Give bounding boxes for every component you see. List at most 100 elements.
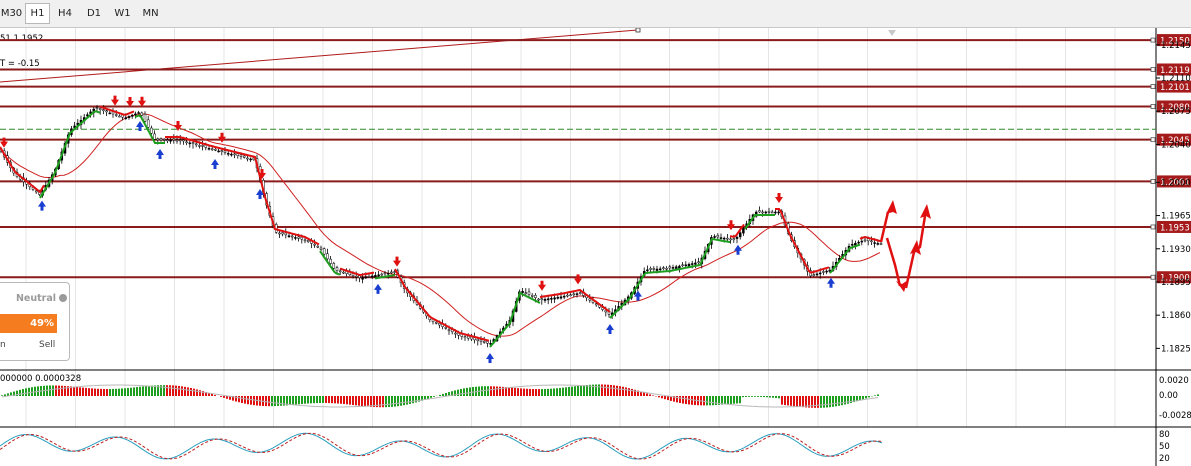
uptrend-segment: [39, 110, 101, 199]
histogram-bar: [1, 395, 3, 396]
histogram-bar: [109, 388, 111, 396]
histogram-bar: [874, 395, 876, 396]
buy-arrow-icon: [486, 353, 494, 363]
shift-marker-icon[interactable]: [888, 30, 896, 36]
histogram-bar: [514, 387, 516, 396]
trendline[interactable]: [0, 29, 639, 83]
chart-info-indicator: T = -0.15: [0, 59, 40, 69]
candle-body: [876, 243, 880, 245]
downtrend-segment: [99, 105, 135, 116]
histogram-bar: [802, 396, 804, 408]
candle-body: [732, 238, 736, 241]
histogram-bar: [76, 387, 78, 396]
timeframe-m30-button[interactable]: M30: [0, 8, 23, 19]
histogram-bar: [400, 396, 402, 406]
price-tick-label: 1.2000: [1161, 178, 1191, 188]
histogram-bar: [130, 387, 132, 396]
candle-body: [367, 276, 371, 278]
candle-body: [217, 150, 220, 153]
candle-body: [726, 237, 729, 240]
timeframe-d1-button[interactable]: D1: [86, 8, 102, 19]
histogram-bar: [724, 396, 726, 405]
histogram-bar: [814, 396, 816, 408]
timeframe-h4-button[interactable]: H4: [58, 8, 72, 19]
candle-body: [665, 267, 668, 270]
candle-body: [438, 323, 441, 326]
level-anchor: [1150, 137, 1156, 143]
histogram-bar: [208, 392, 210, 396]
price-chart[interactable]: 51 1.1952 T = -0.15 1.21501.21191.21011.…: [0, 28, 1191, 466]
downtrend-segment: [775, 208, 830, 274]
histogram-bar: [820, 396, 822, 408]
candle-body: [770, 211, 774, 214]
histogram-bar: [676, 396, 678, 403]
histogram-bar: [823, 396, 825, 408]
indicator2-tick: 80: [1159, 430, 1170, 440]
candle-body: [604, 310, 608, 313]
histogram-bar: [91, 388, 93, 396]
candle-body: [249, 158, 252, 161]
histogram-bar: [523, 388, 525, 396]
price-level-label: [1157, 220, 1191, 233]
candle-body: [86, 114, 89, 117]
level-anchor: [1150, 224, 1156, 230]
candle-body: [322, 248, 326, 255]
price-tick-label: 1.1825: [1161, 344, 1191, 354]
candle-body: [879, 243, 883, 245]
candle-body: [662, 267, 665, 269]
histogram-bar: [559, 387, 561, 396]
histogram-bar: [418, 396, 420, 402]
candle-body: [303, 239, 307, 242]
histogram-bar: [187, 387, 189, 396]
level-anchor: [1150, 37, 1156, 43]
histogram-bar: [817, 396, 819, 408]
downtrend-segment: [394, 268, 490, 342]
histogram-bar: [16, 390, 18, 396]
histogram-bar: [250, 396, 252, 405]
histogram-bar: [868, 396, 870, 398]
timeframe-mn-button[interactable]: MN: [142, 8, 159, 19]
histogram-bar: [244, 396, 246, 404]
histogram-bar: [238, 396, 240, 403]
level-anchor: [1150, 274, 1156, 280]
candle-body: [870, 240, 873, 243]
candle-body: [556, 297, 560, 299]
timeframe-w1-button[interactable]: W1: [114, 8, 131, 19]
histogram-bar: [163, 385, 165, 396]
histogram-bar: [859, 396, 861, 401]
histogram-bar: [301, 396, 303, 405]
histogram-bar: [70, 386, 72, 396]
histogram-bar: [577, 385, 579, 396]
histogram-bar: [553, 388, 555, 396]
histogram-bar: [388, 396, 390, 408]
price-tick-label: 1.2110: [1161, 74, 1191, 84]
candle-body: [722, 237, 726, 240]
histogram-bar: [226, 396, 228, 399]
price-level-label: [1157, 34, 1191, 47]
timeframe-h1-button[interactable]: H1: [25, 3, 50, 24]
histogram-bar: [178, 385, 180, 396]
histogram-bar: [838, 396, 840, 406]
candle-body: [521, 291, 524, 293]
buy-arrow-icon: [38, 200, 46, 211]
buy-arrow-icon: [256, 189, 264, 199]
histogram-bar: [790, 396, 792, 406]
histogram-bar: [49, 385, 51, 396]
candle-body: [194, 143, 198, 146]
trendline-anchor[interactable]: [635, 28, 641, 33]
candle-body: [668, 266, 672, 269]
histogram-bar: [211, 393, 213, 396]
histogram-bar: [571, 386, 573, 396]
histogram-bar: [235, 396, 237, 402]
histogram-bar: [253, 396, 255, 406]
histogram-bar: [289, 396, 291, 406]
histogram-bar: [508, 387, 510, 396]
histogram-bar: [646, 393, 648, 396]
histogram-bar: [376, 396, 378, 408]
histogram-bar: [4, 394, 6, 396]
candle-body: [108, 112, 112, 115]
histogram-bar: [412, 396, 414, 404]
candle-body: [169, 139, 172, 142]
histogram-bar: [403, 396, 405, 406]
candle-body: [825, 270, 828, 273]
